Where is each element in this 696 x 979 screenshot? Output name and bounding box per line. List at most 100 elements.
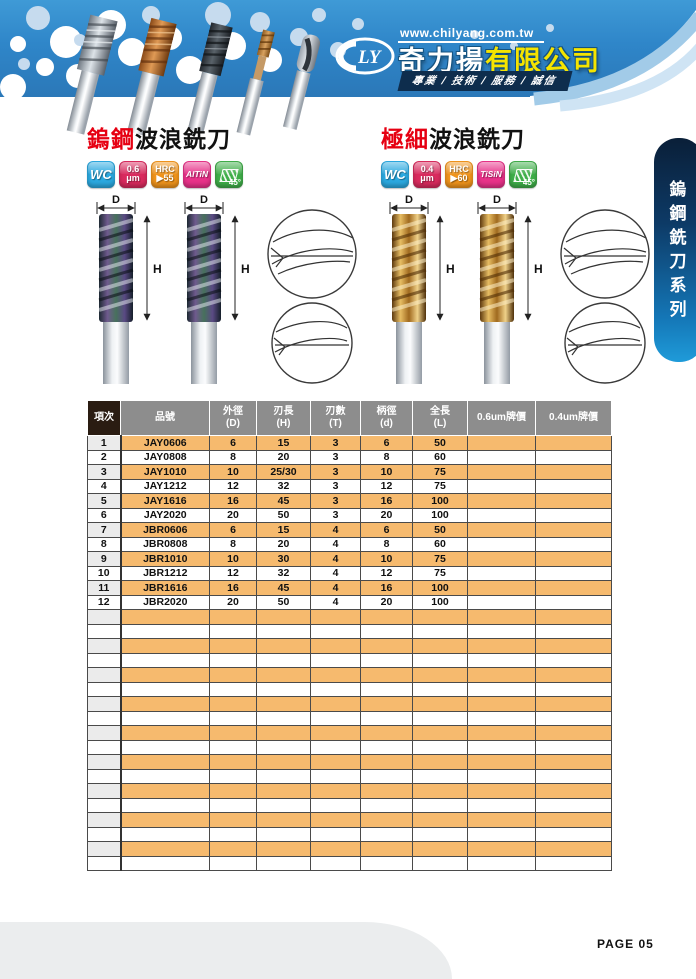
badge-text: 45° bbox=[522, 177, 535, 187]
table-cell bbox=[209, 696, 257, 712]
table-cell: 20 bbox=[360, 507, 413, 523]
series-label: 鎢鋼銑刀系列 bbox=[666, 180, 686, 324]
table-cell bbox=[87, 638, 122, 654]
table-cell bbox=[360, 710, 413, 726]
table-cell bbox=[467, 725, 536, 741]
website-url[interactable]: www.chilyang.com.tw bbox=[398, 26, 544, 43]
table-cell bbox=[467, 565, 536, 581]
table-cell bbox=[535, 855, 612, 871]
table-cell: 5 bbox=[87, 493, 122, 509]
table-cell bbox=[535, 449, 612, 465]
table-cell: JAY0606 bbox=[120, 435, 210, 451]
table-cell bbox=[256, 812, 311, 828]
table-cell bbox=[535, 507, 612, 523]
table-cell bbox=[120, 696, 210, 712]
table-cell: 100 bbox=[412, 507, 468, 523]
badge-hardness: HRC ▶55 bbox=[151, 160, 179, 188]
table-cell bbox=[120, 609, 210, 625]
table-cell: 60 bbox=[412, 536, 468, 552]
table-cell bbox=[256, 797, 311, 813]
table-cell: 32 bbox=[256, 565, 311, 581]
table-cell: 1 bbox=[87, 435, 122, 451]
table-cell bbox=[256, 855, 311, 871]
table-row bbox=[87, 754, 612, 770]
table-cell bbox=[256, 667, 311, 683]
table-cell bbox=[310, 812, 361, 828]
table-cell: 2 bbox=[87, 449, 122, 465]
table-cell bbox=[256, 725, 311, 741]
table-cell bbox=[412, 681, 468, 697]
table-row: 2 JAY0808 8 20 3 8 60 bbox=[87, 449, 612, 465]
banner-swoosh bbox=[530, 10, 696, 118]
table-cell bbox=[360, 739, 413, 755]
badge-text: 45° bbox=[228, 177, 241, 187]
table-cell: 20 bbox=[256, 536, 311, 552]
table-cell bbox=[360, 812, 413, 828]
diagram-wc-endmills: D H D H bbox=[96, 194, 357, 384]
table-cell bbox=[535, 638, 612, 654]
table-cell: 3 bbox=[310, 435, 361, 451]
table-cell: 16 bbox=[360, 493, 413, 509]
table-cell bbox=[209, 797, 257, 813]
badge-text: HRC bbox=[155, 163, 175, 174]
table-row bbox=[87, 638, 612, 654]
table-row: 11 JBR1616 16 45 4 16 100 bbox=[87, 580, 612, 596]
table-cell bbox=[310, 739, 361, 755]
table-cell bbox=[256, 826, 311, 842]
series-side-tab[interactable]: 鎢鋼銑刀系列 bbox=[654, 138, 696, 362]
table-cell bbox=[412, 667, 468, 683]
table-cell: JBR0808 bbox=[120, 536, 210, 552]
table-cell: 3 bbox=[310, 464, 361, 480]
table-cell bbox=[209, 609, 257, 625]
table-cell: 9 bbox=[87, 551, 122, 567]
badge-text: 0.6 bbox=[126, 163, 140, 174]
table-row: 9 JBR1010 10 30 4 10 75 bbox=[87, 551, 612, 567]
table-cell bbox=[87, 768, 122, 784]
table-cell bbox=[87, 754, 122, 770]
table-cell: 10 bbox=[87, 565, 122, 581]
table-cell bbox=[360, 623, 413, 639]
column-header: 全長 (L) bbox=[412, 400, 468, 436]
company-tagline: 專業 / 技術 / 服務 / 誠信 bbox=[397, 71, 573, 91]
badge-text: μm bbox=[420, 173, 434, 184]
table-cell bbox=[209, 739, 257, 755]
table-cell: 75 bbox=[412, 551, 468, 567]
table-cell bbox=[467, 435, 536, 451]
table-cell bbox=[256, 754, 311, 770]
table-row bbox=[87, 783, 612, 799]
table-cell bbox=[87, 826, 122, 842]
table-cell: 50 bbox=[412, 435, 468, 451]
table-cell bbox=[360, 841, 413, 857]
table-cell bbox=[412, 754, 468, 770]
table-cell bbox=[256, 696, 311, 712]
table-cell: 8 bbox=[209, 449, 257, 465]
title-highlight: 鎢鋼 bbox=[87, 126, 135, 152]
table-cell bbox=[535, 609, 612, 625]
table-cell bbox=[256, 609, 311, 625]
table-cell bbox=[209, 826, 257, 842]
table-cell bbox=[256, 623, 311, 639]
table-cell bbox=[120, 826, 210, 842]
table-cell bbox=[412, 623, 468, 639]
table-cell: 6 bbox=[209, 522, 257, 538]
table-cell bbox=[87, 797, 122, 813]
table-cell bbox=[535, 464, 612, 480]
table-row: 4 JAY1212 12 32 3 12 75 bbox=[87, 478, 612, 494]
column-header: 0.6um牌價 bbox=[467, 400, 536, 436]
table-cell bbox=[412, 739, 468, 755]
table-cell bbox=[256, 681, 311, 697]
table-cell bbox=[87, 725, 122, 741]
table-cell bbox=[467, 681, 536, 697]
column-header: 刃長 (H) bbox=[256, 400, 311, 436]
table-cell: 100 bbox=[412, 580, 468, 596]
table-cell bbox=[310, 754, 361, 770]
table-cell bbox=[360, 754, 413, 770]
table-cell: 75 bbox=[412, 565, 468, 581]
table-cell bbox=[467, 551, 536, 567]
table-cell bbox=[535, 667, 612, 683]
table-cell: 50 bbox=[412, 522, 468, 538]
table-cell: 15 bbox=[256, 435, 311, 451]
table-cell bbox=[310, 681, 361, 697]
table-cell bbox=[412, 783, 468, 799]
dim-label-h: H bbox=[153, 262, 162, 276]
